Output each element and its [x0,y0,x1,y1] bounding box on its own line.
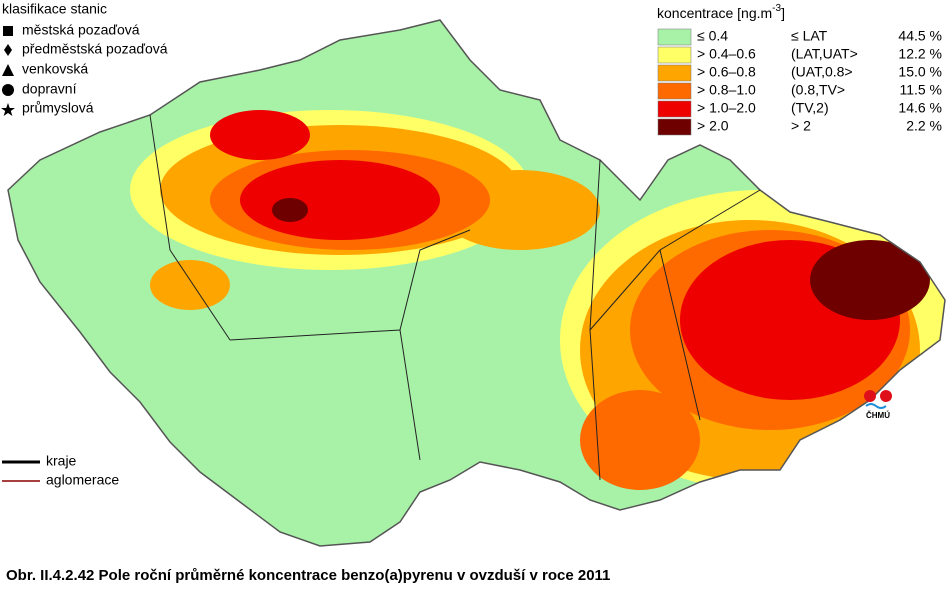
legend-share: 2.2 % [906,118,942,134]
legend-share: 12.2 % [898,46,942,62]
legend-class: (TV,2) [791,100,829,116]
station-label: předměstská pozaďová [22,41,168,57]
legend-range: > 0.8–1.0 [697,82,756,98]
legend-share: 14.6 % [898,100,942,116]
concentration-legend-title: koncentrace [ng.m-3] [657,3,785,21]
legend-range: > 0.4–0.6 [697,46,756,62]
legend-share: 44.5 % [898,28,942,44]
symbol-square [3,26,13,36]
legend-share: 15.0 % [898,64,942,80]
legend-swatch [657,46,692,64]
legend-share: 11.5 % [899,82,942,98]
legend-range: > 2.0 [697,118,729,134]
symbol-star [1,103,15,116]
station-label: městská pozaďová [22,22,140,38]
station-label: průmyslová [22,100,94,116]
legend-swatch [657,28,692,46]
title-part: ] [781,5,785,21]
zone [210,110,310,160]
logo-circle [864,390,876,402]
symbol-triangle [2,64,14,76]
legend-swatch [657,118,692,136]
zone [580,390,700,490]
legend-class: (0.8,TV> [791,82,845,98]
caption: Obr. II.4.2.42 Pole roční průměrné konce… [6,567,610,584]
concentration-legend: ≤ 0.4 ≤ LAT 44.5 % > 0.4–0.6 (LAT,UAT> 12.2 %… [657,28,942,136]
station-label: dopravní [22,81,77,97]
legend-class: ≤ LAT [791,28,828,44]
zone [810,240,930,320]
legend-range: ≤ 0.4 [697,28,728,44]
line-label: aglomerace [46,472,119,488]
title-part: koncentrace [ng.m [657,5,772,21]
station-legend-title: klasifikace stanic [2,1,107,17]
country-border [7,19,946,547]
legend-swatch [657,82,692,100]
zone [240,160,440,240]
legend-class: > 2 [791,118,811,134]
logo-circle [880,390,892,402]
legend-swatch [657,64,692,82]
legend-class: (LAT,UAT> [791,46,858,62]
legend-range: > 1.0–2.0 [697,100,756,116]
region-borders [149,114,761,481]
legend-swatch [657,100,692,118]
logo-text: ČHMÚ [866,411,890,420]
symbol-diamond [4,44,12,56]
zone [150,260,230,310]
zone [272,198,308,222]
logo-wave [865,403,887,409]
station-label: venkovská [22,61,88,77]
title-sup: -3 [772,3,781,14]
line-label: kraje [46,453,77,469]
legend-range: > 0.6–0.8 [697,64,756,80]
legend-class: (UAT,0.8> [791,64,853,80]
symbol-circle [2,84,14,96]
